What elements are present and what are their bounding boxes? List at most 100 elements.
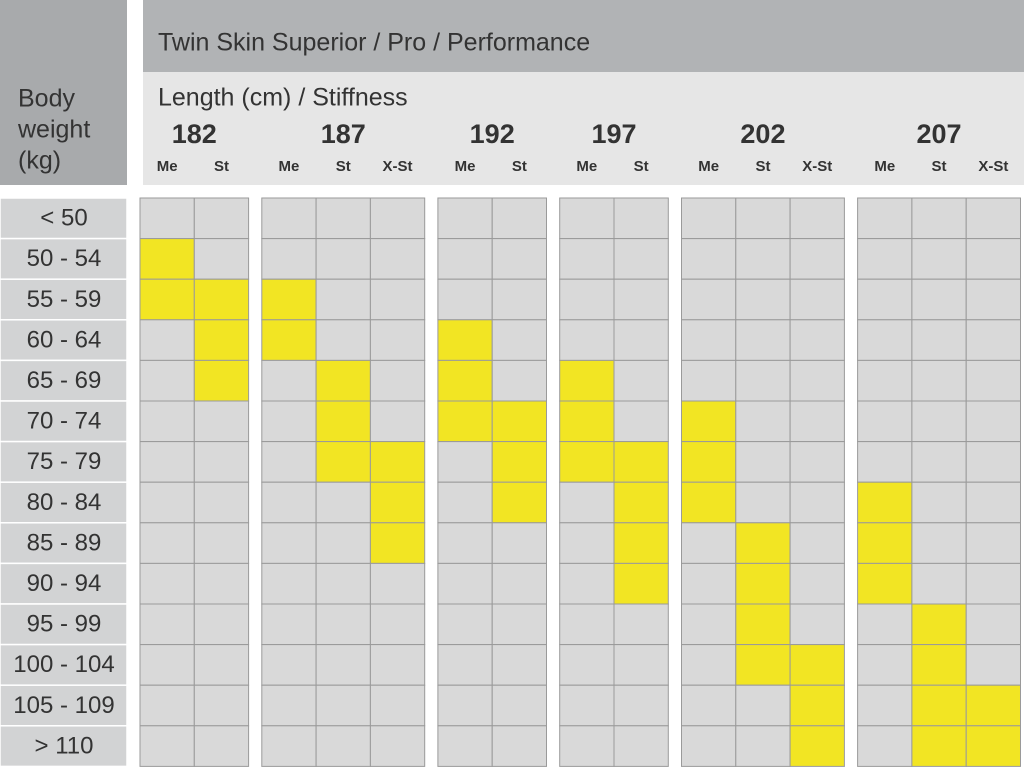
cell	[857, 684, 913, 727]
cell	[437, 603, 493, 646]
row-label-bg	[0, 684, 128, 727]
cell	[789, 644, 845, 686]
cell	[139, 238, 195, 280]
cell	[437, 684, 493, 727]
cell	[193, 644, 250, 686]
cell	[369, 359, 426, 402]
cell	[315, 441, 371, 483]
cell	[911, 238, 967, 280]
cell	[559, 197, 615, 240]
cell	[261, 725, 317, 767]
cell	[681, 278, 737, 321]
cell	[613, 197, 669, 240]
cell	[139, 603, 195, 646]
cell	[491, 278, 548, 321]
cell	[857, 725, 913, 767]
cell	[437, 197, 493, 240]
cell	[193, 319, 250, 361]
cell	[261, 278, 317, 321]
row-label-bg	[0, 603, 128, 646]
cell	[559, 644, 615, 686]
row-label-bg	[0, 562, 128, 605]
stiffness-label: St	[214, 158, 229, 175]
cell	[491, 684, 548, 727]
cell	[613, 359, 669, 402]
cell	[315, 278, 371, 321]
cell	[559, 441, 615, 483]
cell	[789, 197, 845, 240]
cell	[491, 644, 548, 686]
cell	[559, 725, 615, 767]
cell	[261, 522, 317, 564]
cell	[613, 238, 669, 280]
cell	[261, 644, 317, 686]
cell	[735, 238, 791, 280]
row-label: > 110	[35, 732, 94, 759]
cell	[789, 441, 845, 483]
cell	[735, 522, 791, 564]
cell	[681, 481, 737, 524]
cell	[559, 522, 615, 564]
cell	[491, 522, 548, 564]
cell	[369, 238, 426, 280]
cell	[965, 684, 1022, 727]
cell	[681, 238, 737, 280]
cell	[789, 238, 845, 280]
cell	[559, 400, 615, 443]
cell	[911, 481, 967, 524]
cell	[735, 359, 791, 402]
cell	[965, 481, 1022, 524]
cell	[369, 562, 426, 605]
cell	[491, 359, 548, 402]
cell	[965, 562, 1022, 605]
row-label: 80 - 84	[27, 489, 102, 516]
stiffness-label: St	[932, 158, 947, 175]
cell	[369, 684, 426, 727]
cell	[681, 400, 737, 443]
cell	[315, 603, 371, 646]
cell	[911, 441, 967, 483]
cell	[369, 197, 426, 240]
row-label: 90 - 94	[27, 570, 102, 597]
cell	[369, 481, 426, 524]
cell	[139, 522, 195, 564]
length-label: 207	[917, 119, 962, 149]
cell	[965, 319, 1022, 361]
cell	[559, 278, 615, 321]
row-label-bg	[0, 725, 128, 768]
cell	[735, 441, 791, 483]
stiffness-label: Me	[455, 158, 476, 175]
cell	[193, 725, 250, 767]
cell	[857, 359, 913, 402]
cell	[261, 359, 317, 402]
cell	[613, 603, 669, 646]
cell	[261, 400, 317, 443]
row-label: 50 - 54	[27, 245, 102, 272]
row-header: (kg)	[18, 147, 61, 175]
subtitle-bar	[143, 72, 1024, 185]
cell	[437, 644, 493, 686]
cell	[193, 400, 250, 443]
cell	[965, 441, 1022, 483]
cell	[139, 197, 195, 240]
cell	[193, 522, 250, 564]
row-header-bg	[0, 0, 127, 185]
cell	[681, 603, 737, 646]
cell	[559, 319, 615, 361]
cell	[437, 238, 493, 280]
stiffness-label: St	[512, 158, 527, 175]
cell	[735, 562, 791, 605]
cell	[437, 278, 493, 321]
cell	[491, 481, 548, 524]
cell	[261, 319, 317, 361]
row-label: 105 - 109	[13, 692, 114, 719]
row-label: 75 - 79	[27, 448, 102, 475]
row-header: Body	[18, 85, 75, 113]
cell	[261, 684, 317, 727]
cell	[911, 522, 967, 564]
cell	[911, 644, 967, 686]
cell	[911, 400, 967, 443]
row-label-bg	[0, 643, 128, 686]
stiffness-label: St	[755, 158, 770, 175]
row-label-bg	[0, 440, 128, 483]
